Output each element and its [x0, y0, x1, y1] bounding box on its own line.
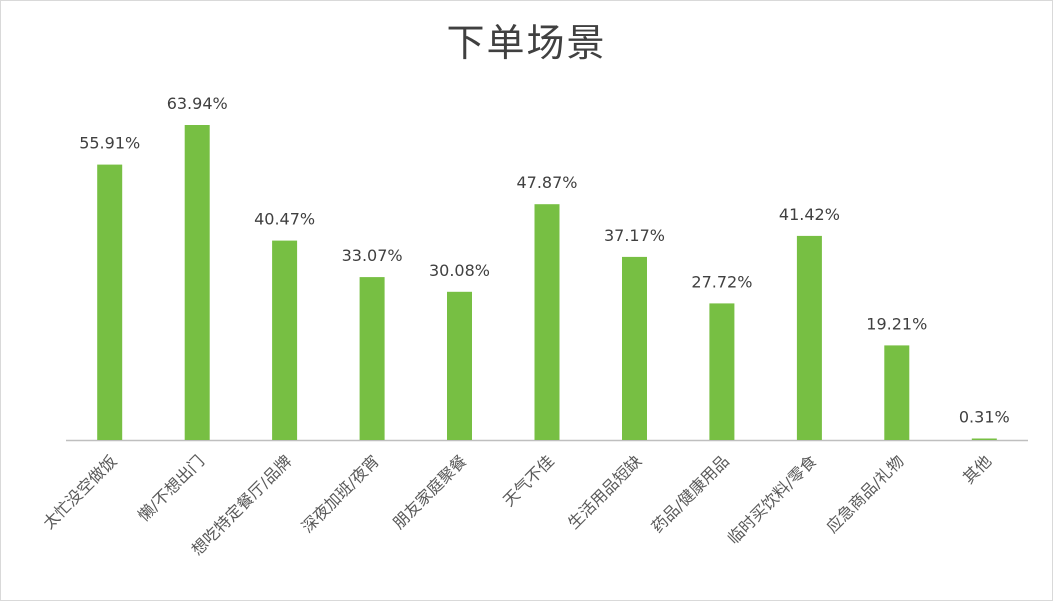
chart-title: 下单场景	[446, 21, 607, 65]
value-label-4: 30.08%	[429, 261, 490, 280]
bar-7	[709, 303, 735, 440]
bar-6	[622, 256, 647, 440]
category-label-7: 药品/健康用品	[648, 451, 733, 536]
category-label-9: 应急商品/礼物	[822, 451, 907, 536]
category-label-5: 天气不佳	[499, 451, 558, 510]
value-label-5: 47.87%	[516, 173, 577, 192]
value-label-1: 63.94%	[167, 94, 228, 113]
value-label-10: 0.31%	[959, 408, 1010, 427]
value-label-0: 55.91%	[79, 134, 140, 153]
category-label-1: 懒/不想出门	[134, 451, 208, 525]
bar-0	[97, 164, 123, 440]
category-label-3: 深夜加班/夜宵	[298, 451, 383, 536]
category-label-8: 临时买饮料/零食	[724, 451, 820, 547]
bar-3	[359, 277, 385, 440]
value-label-8: 41.42%	[779, 205, 840, 224]
category-label-10: 其他	[959, 451, 995, 487]
bar-10	[971, 438, 997, 440]
bar-4	[447, 291, 472, 440]
bar-8	[796, 235, 822, 440]
bar-2	[272, 240, 298, 440]
bar-5	[534, 204, 560, 440]
category-label-6: 生活用品短缺	[564, 451, 645, 532]
category-label-4: 朋友家庭聚餐	[389, 451, 470, 532]
value-label-9: 19.21%	[866, 314, 927, 333]
category-label-0: 太忙没空做饭	[39, 451, 120, 532]
bar-1	[184, 125, 210, 440]
bar-9	[884, 345, 910, 440]
value-label-2: 40.47%	[254, 210, 315, 229]
value-label-7: 27.72%	[691, 272, 752, 291]
value-label-3: 33.07%	[342, 246, 403, 265]
value-label-6: 37.17%	[604, 226, 665, 245]
